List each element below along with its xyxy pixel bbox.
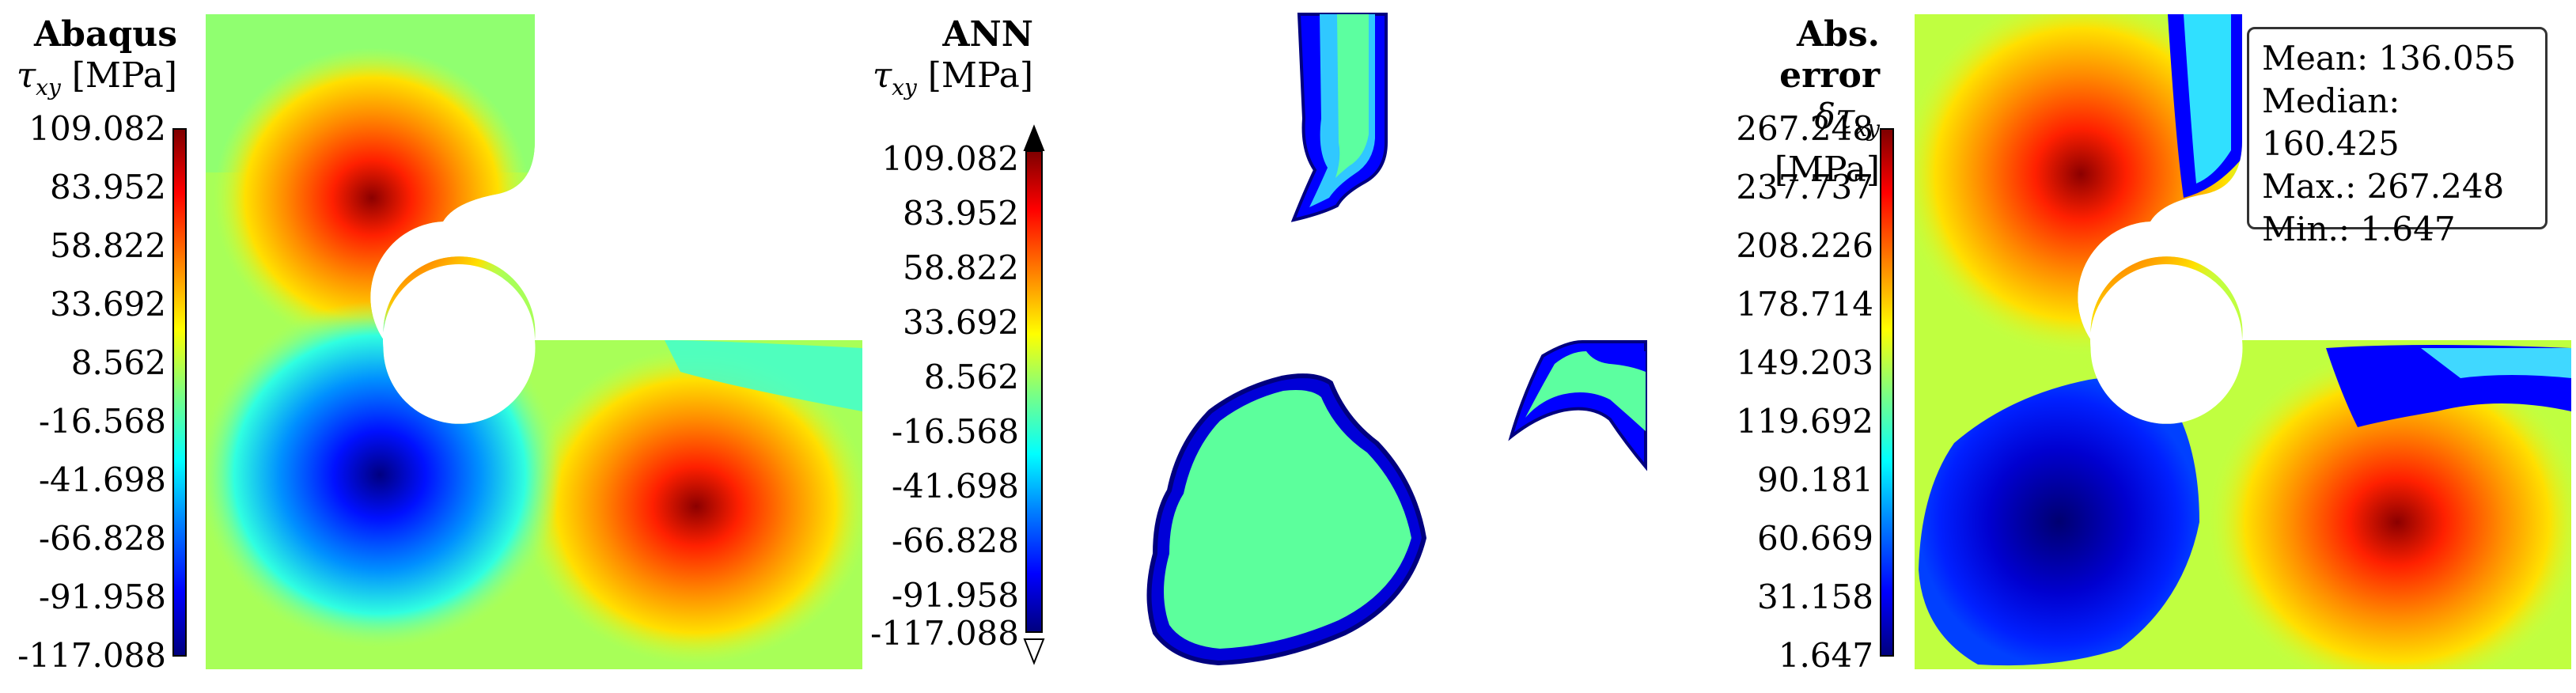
- abaqus-colorbar-title: Abaqus τxy [MPa]: [0, 14, 177, 108]
- tick-label: -41.698: [891, 467, 1019, 506]
- ann-colorbar-title: ANN τxy [MPa]: [870, 14, 1033, 108]
- stats-median: Median: 160.425: [2262, 81, 2400, 163]
- tick-label: 58.822: [50, 226, 166, 265]
- error-stats-box: Mean: 136.055 Median: 160.425 Max.: 267.…: [2247, 27, 2548, 248]
- ann-contour-plot: [1146, 13, 1647, 666]
- ann-panel: ANN τxy [MPa] 109.082 83.952 58.822 33.6…: [870, 0, 1725, 693]
- error-symbol: δτxy: [1814, 97, 1880, 142]
- tick-label: -16.568: [891, 412, 1019, 451]
- tick-label: 1.647: [1778, 636, 1873, 675]
- abaqus-colorbar: [172, 128, 187, 657]
- tick-label: -117.088: [17, 636, 166, 675]
- tick-label: 208.226: [1736, 226, 1873, 265]
- tick-label: -16.568: [38, 402, 166, 441]
- ann-colorbar: [1025, 150, 1043, 633]
- stats-max: Max.: 267.248: [2262, 167, 2505, 206]
- stats-min: Min.: 1.647: [2262, 210, 2456, 248]
- error-colorbar: [1880, 128, 1894, 657]
- tick-label: 58.822: [903, 248, 1019, 287]
- tick-label: 83.952: [50, 168, 166, 206]
- tick-label: -91.958: [891, 576, 1019, 615]
- error-quantity: δτxy [MPa]: [1774, 97, 1880, 190]
- tick-label: 119.692: [1736, 402, 1873, 441]
- abaqus-panel: Abaqus τxy [MPa] 109.082 83.952 58.822 3…: [0, 0, 870, 693]
- tick-label: -66.828: [38, 519, 166, 558]
- tick-label: 8.562: [923, 358, 1019, 396]
- tick-label: -91.958: [38, 578, 166, 616]
- error-colorbar-title: Abs. error δτxy [MPa]: [1725, 14, 1880, 191]
- tick-label: 267.248: [1736, 109, 1873, 148]
- tick-label: 178.714: [1736, 285, 1873, 324]
- tick-label: 83.952: [903, 194, 1019, 233]
- tick-label: 33.692: [50, 285, 166, 324]
- tick-label: -41.698: [38, 460, 166, 499]
- ann-quantity: τxy [MPa]: [872, 55, 1033, 100]
- ann-title: ANN: [942, 14, 1033, 55]
- stats-mean: Mean: 136.055: [2262, 39, 2517, 78]
- tick-label: 237.737: [1736, 168, 1873, 206]
- tick-label: 90.181: [1757, 460, 1873, 499]
- tick-label: -66.828: [891, 521, 1019, 560]
- tick-label: 60.669: [1757, 519, 1873, 558]
- error-title: Abs. error: [1779, 14, 1880, 96]
- tick-label: 8.562: [70, 343, 166, 382]
- tick-label: 31.158: [1757, 578, 1873, 616]
- abaqus-contour-plot: [206, 14, 862, 669]
- ann-symbol: τxy: [872, 55, 917, 100]
- tick-label: 109.082: [28, 109, 166, 148]
- tick-label: -117.088: [870, 614, 1019, 653]
- abaqus-symbol: τxy: [16, 55, 61, 100]
- tick-label: 149.203: [1736, 343, 1873, 382]
- abaqus-title: Abaqus: [34, 14, 177, 55]
- tick-label: 109.082: [881, 139, 1019, 178]
- tick-label: 33.692: [903, 303, 1019, 342]
- abaqus-quantity: τxy [MPa]: [16, 55, 177, 100]
